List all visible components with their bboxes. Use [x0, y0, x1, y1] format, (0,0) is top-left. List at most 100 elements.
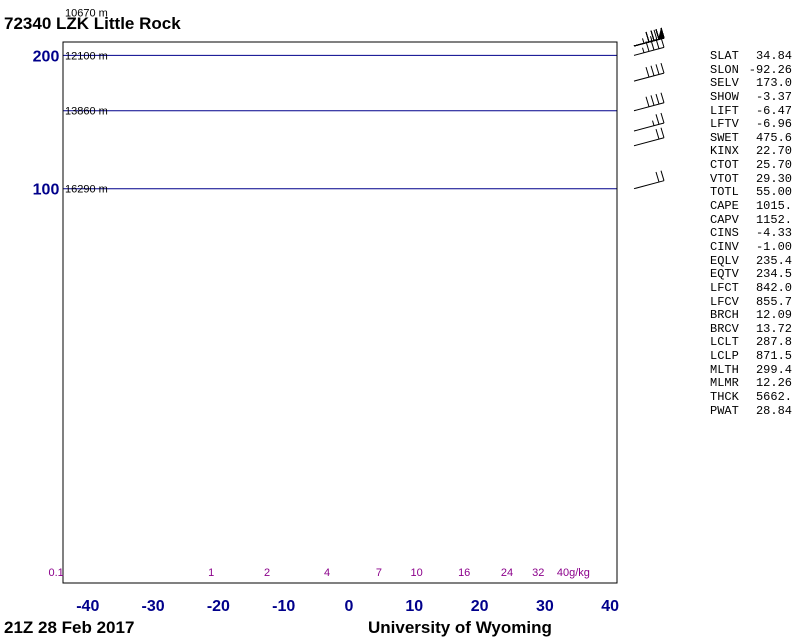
- index-key: LCLP: [710, 349, 739, 364]
- wind-barb: [633, 92, 665, 112]
- index-row: MLMR 12.26: [710, 377, 792, 391]
- temperature-tick-label: 0: [345, 598, 354, 615]
- index-value: 299.4: [755, 362, 792, 377]
- mixing-ratio-labels: 0.1 1 2 4 7 10 16 24 32 40g/kg: [49, 567, 590, 579]
- index-row: SWET 475.6: [710, 130, 792, 146]
- index-value: 855.7: [755, 294, 792, 309]
- pressure-axis: 1002003004005006007008009001000: [33, 48, 60, 198]
- mixing-ratio-label: 7: [376, 567, 382, 579]
- wind-barb: [633, 62, 665, 82]
- index-key: CAPV: [710, 212, 739, 227]
- wind-barb: [633, 112, 665, 132]
- index-value: -92.26: [748, 62, 792, 77]
- index-key: SLON: [710, 62, 739, 77]
- index-row: LCLT 287.8: [710, 336, 792, 350]
- index-row: EQLV 235.4: [710, 253, 792, 269]
- index-value: -3.37: [755, 89, 792, 104]
- wind-barb-full: [650, 65, 655, 76]
- wind-barb: [633, 127, 665, 147]
- wind-barb-half: [642, 47, 645, 53]
- timestamp-label: 21Z 28 Feb 2017: [4, 618, 134, 637]
- index-key: CINV: [710, 239, 739, 254]
- index-row: MLTH 299.4: [710, 362, 792, 378]
- index-value: 287.8: [755, 335, 792, 350]
- index-key: LFCV: [710, 294, 739, 309]
- index-row: LIFT -6.47: [710, 103, 792, 119]
- wind-barb: [633, 170, 665, 190]
- index-key: EQTV: [710, 267, 739, 282]
- index-value: 12.09: [755, 308, 792, 323]
- wind-barb-half: [657, 34, 660, 40]
- index-key: MLTH: [710, 362, 739, 377]
- wind-barb-full: [660, 92, 665, 103]
- wind-barb: [633, 28, 665, 47]
- index-key: BRCH: [710, 308, 739, 323]
- index-value: 25.70: [755, 158, 792, 173]
- index-key: BRCV: [710, 321, 739, 336]
- index-value: 1152.: [755, 212, 792, 227]
- index-value: -6.96: [755, 117, 792, 132]
- index-row: KINX 22.70: [710, 145, 792, 159]
- index-row: LCLP 871.5: [710, 349, 792, 364]
- index-row: BRCH 12.09: [710, 309, 792, 323]
- pressure-tick-label: 200: [33, 48, 60, 65]
- mixing-ratio-label: 32: [532, 567, 544, 579]
- index-key: KINX: [710, 144, 739, 159]
- mixing-ratio-label: 10: [410, 567, 422, 579]
- index-value: -4.33: [755, 226, 792, 241]
- index-key: VTOT: [710, 171, 739, 186]
- temperature-tick-label: -40: [76, 598, 99, 615]
- index-key: LCLT: [710, 335, 739, 350]
- index-row: CAPV 1152.: [710, 212, 792, 228]
- chart-title: 72340 LZK Little Rock: [4, 14, 181, 33]
- wind-barb-full: [660, 27, 665, 39]
- wind-barb: [633, 37, 665, 56]
- index-key: LIFT: [710, 103, 739, 118]
- temperature-tick-label: 20: [471, 598, 489, 615]
- index-key: SHOW: [710, 89, 739, 104]
- index-value: 871.5: [755, 349, 792, 364]
- index-row: SELV 173.0: [710, 77, 792, 91]
- index-value: 29.30: [755, 171, 792, 186]
- wind-barb-half: [652, 120, 655, 126]
- wind-barb-full: [645, 66, 650, 78]
- index-key: PWAT: [710, 403, 739, 418]
- index-value: 28.84: [755, 403, 792, 418]
- index-row: TOTL 55.00: [710, 186, 792, 200]
- mixing-ratio-label: 2: [264, 567, 270, 579]
- temperature-axis: -40 -30 -20 -10 0 10 20 30 40: [76, 598, 619, 615]
- temperature-tick-label: 40: [601, 598, 619, 615]
- wind-barb-full: [650, 95, 655, 106]
- wind-barb-full: [655, 171, 660, 183]
- wind-barb-full: [660, 170, 665, 181]
- wind-barb-flag: [658, 28, 664, 40]
- index-key: MLMR: [710, 376, 739, 391]
- height-label: 16290 m: [65, 184, 108, 196]
- index-row: VTOT 29.30: [710, 171, 792, 187]
- wind-barb-full: [655, 64, 660, 75]
- wind-barb-full: [660, 112, 665, 124]
- plot-frame: [62, 41, 618, 584]
- mixing-ratio-label: 40g/kg: [557, 567, 590, 579]
- index-key: THCK: [710, 390, 739, 405]
- index-value: 55.00: [755, 185, 792, 200]
- index-row: PWAT 28.84: [710, 403, 792, 419]
- index-row: CAPE 1015.: [710, 199, 792, 214]
- index-key: CINS: [710, 226, 739, 241]
- temperature-tick-label: -10: [272, 598, 295, 615]
- wind-barb-staff: [633, 122, 665, 132]
- index-key: EQLV: [710, 253, 739, 268]
- index-row: LFTV -6.96: [710, 118, 792, 132]
- temperature-tick-label: -20: [207, 598, 230, 615]
- source-label: University of Wyoming: [368, 618, 552, 637]
- index-row: LFCT 842.0: [710, 281, 792, 296]
- index-key: CTOT: [710, 158, 739, 173]
- index-value: 22.70: [755, 144, 792, 159]
- isobars: [63, 54, 617, 190]
- height-label: 13860 m: [65, 106, 108, 118]
- index-value: 475.6: [755, 130, 792, 145]
- mixing-ratio-label: 24: [501, 567, 513, 579]
- index-value: 13.72: [755, 321, 792, 336]
